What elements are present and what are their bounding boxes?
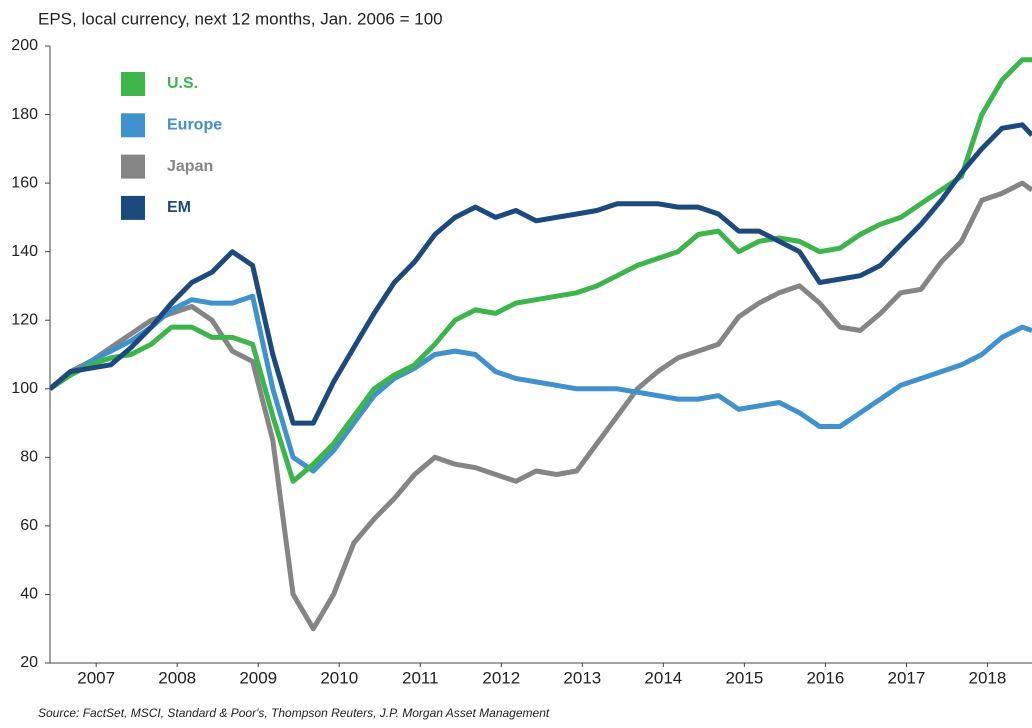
x-tick-label: 2012 <box>482 668 520 687</box>
x-tick-label: 2018 <box>969 668 1007 687</box>
chart-title: EPS, local currency, next 12 months, Jan… <box>38 9 443 28</box>
y-tick-label: 20 <box>20 654 38 671</box>
x-tick-label: 2017 <box>888 668 926 687</box>
legend-label: U.S. <box>167 75 198 92</box>
legend-swatch <box>121 195 145 220</box>
legend-swatch <box>121 72 145 96</box>
series-line <box>50 293 1032 474</box>
x-tick-label: 2007 <box>77 668 115 687</box>
x-tick-label: 2016 <box>806 668 844 687</box>
y-tick-label: 140 <box>11 243 38 260</box>
legend-label: Europe <box>167 117 222 134</box>
legend-swatch <box>121 113 145 138</box>
x-tick-label: 2010 <box>320 668 358 687</box>
legend-label: EM <box>167 199 191 216</box>
legend-swatch <box>121 154 145 179</box>
y-tick-label: 40 <box>20 586 38 603</box>
y-tick-label: 180 <box>11 106 38 123</box>
y-tick-label: 120 <box>11 311 38 328</box>
x-tick-label: 2009 <box>239 668 277 687</box>
series-line <box>50 122 1032 426</box>
y-tick-label: 200 <box>11 37 38 54</box>
y-tick-label: 160 <box>11 174 38 191</box>
y-tick-label: 60 <box>20 517 38 534</box>
series-line <box>50 180 1032 632</box>
y-tick-label: 80 <box>20 449 38 466</box>
x-tick-label: 2013 <box>563 668 601 687</box>
x-tick-label: 2008 <box>158 668 196 687</box>
legend-label: Japan <box>167 158 213 175</box>
series-line <box>50 57 1032 484</box>
source-note: Source: FactSet, MSCI, Standard & Poor's… <box>38 706 550 720</box>
x-tick-label: 2015 <box>725 668 763 687</box>
y-tick-label: 100 <box>11 380 38 397</box>
x-tick-label: 2014 <box>644 668 682 687</box>
x-tick-label: 2011 <box>402 668 439 687</box>
